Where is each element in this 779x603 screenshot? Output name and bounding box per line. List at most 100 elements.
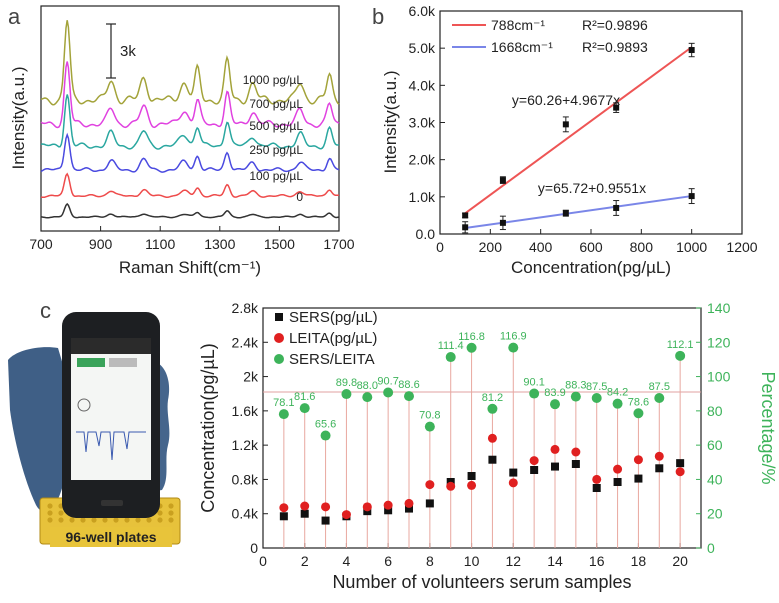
panel-c-sers-point xyxy=(530,466,539,474)
panel-c-ratio-label: 88.6 xyxy=(398,379,419,391)
panel-a-spectrum-0 xyxy=(40,202,340,219)
panel-c-sers-point xyxy=(551,462,559,471)
well-plate-caption-box xyxy=(50,527,172,547)
panel-b-y-axis-label: Intensity(a.u.) xyxy=(381,71,400,174)
panel-c-ratio-point xyxy=(654,393,665,403)
well xyxy=(168,517,174,523)
panel-b-x-tick-label: 0 xyxy=(436,239,444,255)
well xyxy=(113,517,119,523)
panel-a-series-label-2: 250 pg/µL xyxy=(249,143,303,157)
panel-a-series-label-4: 700 pg/µL xyxy=(249,97,303,111)
panel-a-frame xyxy=(40,5,340,232)
panel-c-sers-point xyxy=(405,504,413,513)
panel-b-legend-r2-1: R²=0.9893 xyxy=(582,39,648,55)
panel-c-x-tick-label: 18 xyxy=(631,553,647,569)
panel-c-leita-point xyxy=(467,480,477,490)
panel-b-y-tick-label: 2.0k xyxy=(409,152,436,168)
panel-c-sers-point xyxy=(592,484,601,492)
panel-c-leita-point xyxy=(508,478,518,488)
panel-c-ratio-label: 87.5 xyxy=(586,381,607,393)
well xyxy=(47,503,53,509)
panel-a-spectrum-3 xyxy=(40,94,340,150)
panel-b-point xyxy=(499,219,506,226)
panel-c-ratio-point xyxy=(591,393,602,403)
well xyxy=(146,517,152,523)
panel-c-leita-point xyxy=(633,455,643,465)
panel-b-y-tick-label: 1.0k xyxy=(409,189,436,205)
panel-a-x-axis-label: Raman Shift(cm⁻¹) xyxy=(119,258,261,277)
panel-c-sers-point xyxy=(467,472,476,480)
panel-c-legend-label-2: SERS/LEITA xyxy=(289,351,375,368)
panel-b-y-tick-label: 6.0k xyxy=(409,3,436,19)
panel-c-ratio-point xyxy=(570,391,581,402)
panel-c-y-tick-label: 1.6k xyxy=(232,403,259,419)
panel-c-ratio-point xyxy=(445,352,456,363)
panel-c-leita-point xyxy=(529,456,539,466)
glove-hand xyxy=(8,347,72,512)
panel-c-sers-point xyxy=(279,512,288,521)
panel-b-x-tick-label: 600 xyxy=(579,239,603,255)
panel-a-series-label-5: 1000 pg/µL xyxy=(243,73,304,87)
well xyxy=(58,510,64,516)
well xyxy=(47,510,53,516)
panel-b-fit-line-0 xyxy=(464,46,693,215)
panel-c-x-tick-label: 14 xyxy=(547,553,563,569)
panel-c-y2-tick-label: 40 xyxy=(707,471,723,487)
panel-a-y-axis-label: Intensity(a.u.) xyxy=(9,67,28,170)
panel-c-ratio-label: 78.1 xyxy=(273,397,294,409)
panel-label-c: c xyxy=(40,298,51,323)
panel-c-ratio-point xyxy=(612,398,623,409)
panel-c-ratio-label: 83.9 xyxy=(544,387,565,399)
panel-c-ratio-label: 116.8 xyxy=(458,331,485,343)
panel-c-sers-point xyxy=(676,459,685,468)
well xyxy=(58,517,64,523)
panel-c-x-tick-label: 4 xyxy=(343,553,351,569)
panel-a-x-tick-label: 1300 xyxy=(204,236,235,252)
panel-a-x-ticks: 700 900 1100 1300 1500 1700 xyxy=(29,226,355,252)
panel-c-ratio-point xyxy=(383,387,394,398)
panel-a-x-tick-label: 700 xyxy=(29,236,53,252)
panel-c-y-tick-label: 0 xyxy=(250,540,258,556)
panel-c-sers-point xyxy=(488,455,497,464)
panel-c-ratio-point xyxy=(362,392,373,403)
panel-b-point xyxy=(613,204,620,211)
panel-b-point xyxy=(499,177,506,184)
panel-b-y-tick-label: 4.0k xyxy=(409,77,436,93)
panel-b-legend-label-1: 1668cm⁻¹ xyxy=(491,39,553,55)
well xyxy=(102,517,108,523)
panel-c-y2-tick-label: 140 xyxy=(707,300,731,316)
panel-a-series-labels: 0 100 pg/µL 250 pg/µL 500 pg/µL 700 pg/µL 100… xyxy=(243,73,304,204)
device-button xyxy=(101,500,123,506)
panel-b-ticks: 0 200 400 600 800 1000 1200 0.0 1.0k 2.0k 3.0k 4.0k… xyxy=(409,3,758,255)
panel-b-x-tick-label: 800 xyxy=(630,239,654,255)
panel-b-point xyxy=(613,104,620,111)
device-screen-header xyxy=(71,338,151,354)
panel-a-spectrum-4 xyxy=(40,61,340,129)
well xyxy=(157,517,163,523)
panel-b-legend: 788cm⁻¹ R²=0.9896 1668cm⁻¹ R²=0.9893 xyxy=(452,17,648,55)
well xyxy=(80,517,86,523)
panel-b-x-tick-label: 200 xyxy=(479,239,503,255)
panel-b-x-tick-label: 1200 xyxy=(726,239,757,255)
panel-c-ratio-point xyxy=(675,350,686,361)
panel-c-ratio-point xyxy=(466,342,477,353)
panel-c-sers-point xyxy=(655,464,664,473)
device-photo: 96-well plates xyxy=(8,312,181,547)
panel-c-y2-axis-label: Percentage/% xyxy=(758,371,778,484)
panel-c-legend-label-0: SERS(pg/µL) xyxy=(289,309,378,326)
panel-c-x-tick-label: 10 xyxy=(464,553,480,569)
panel-a-x-tick-label: 1100 xyxy=(145,236,175,252)
panel-b-calibration: 0 200 400 600 800 1000 1200 0.0 1.0k 2.0k 3.0k 4.0k… xyxy=(381,3,758,277)
panel-c-legend-label-1: LEITA(pg/µL) xyxy=(289,330,377,347)
panel-c-y-tick-label: 2.4k xyxy=(232,334,259,350)
panel-c-leita-point xyxy=(613,464,623,474)
panel-c-leita-point xyxy=(592,474,602,484)
panel-b-point xyxy=(688,47,695,54)
panel-c-y-tick-label: 1.2k xyxy=(232,437,259,453)
well xyxy=(157,510,163,516)
panel-c-legend-marker-2 xyxy=(274,354,284,364)
panel-b-series xyxy=(462,42,695,234)
panel-c-volunteer-samples: 0 2 4 6 8 10 12 14 16 18 20 0 0.4k 0.8k 1.2k 1.6k 2k 2.4k… xyxy=(198,300,778,592)
panel-b-y-tick-label: 0.0 xyxy=(416,226,436,242)
panel-c-ratio-label: 90.7 xyxy=(377,376,398,388)
